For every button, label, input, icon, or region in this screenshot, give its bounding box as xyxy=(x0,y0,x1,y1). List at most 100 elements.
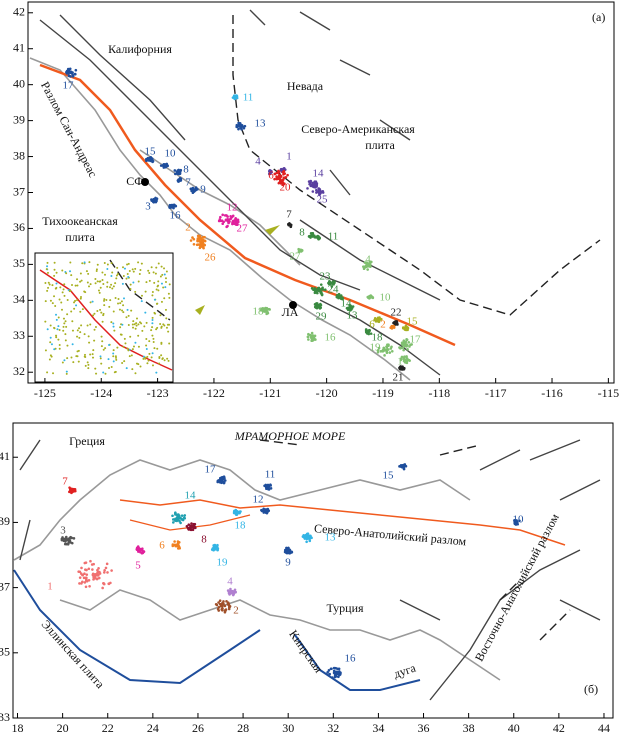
inset-dot xyxy=(151,322,154,325)
x-tick-label: -124 xyxy=(90,386,112,400)
inset-dot xyxy=(128,269,131,272)
event-dot xyxy=(390,325,393,329)
inset-dot xyxy=(131,323,134,326)
event-dot xyxy=(390,349,394,353)
inset-dot xyxy=(142,357,145,360)
inset-dot xyxy=(146,355,149,358)
event-dot xyxy=(70,487,73,491)
event-dot xyxy=(403,355,406,358)
event-dot xyxy=(68,486,71,489)
inset-dot xyxy=(148,352,151,355)
inset-dot xyxy=(134,341,137,344)
event-dot xyxy=(65,538,68,541)
cluster-label: 13 xyxy=(325,532,337,544)
cluster-label: 11 xyxy=(265,469,276,481)
cluster-label: 9 xyxy=(200,184,206,196)
inset-dot xyxy=(108,367,111,370)
inset-dot xyxy=(139,365,142,368)
event-dot xyxy=(237,127,240,131)
inset-dot xyxy=(165,270,168,273)
inset-dot xyxy=(92,314,95,317)
x-tick-label: 20 xyxy=(57,721,69,735)
inset-dot xyxy=(168,296,171,299)
event-dot xyxy=(103,568,106,572)
inset-dot xyxy=(71,283,74,286)
inset-dot xyxy=(66,357,69,360)
event-dot xyxy=(311,231,314,235)
event-dot xyxy=(68,67,72,71)
inset-dot xyxy=(83,290,86,293)
inset-dot xyxy=(66,313,69,316)
inset-dot xyxy=(131,348,134,351)
event-dot xyxy=(401,326,405,329)
cluster-label: 21 xyxy=(393,372,404,384)
inset-dot xyxy=(52,372,55,375)
inset-dot xyxy=(49,324,52,327)
inset-dot xyxy=(93,339,96,342)
event-dot xyxy=(366,263,370,266)
event-dot xyxy=(66,67,70,71)
inset-dot xyxy=(74,284,77,287)
inset-dot xyxy=(87,335,90,338)
inset-dot xyxy=(81,308,84,311)
inset-dot xyxy=(106,285,109,288)
cluster-label: 17 xyxy=(63,80,75,92)
inset-dot xyxy=(112,322,115,325)
y-tick-label: 39 xyxy=(0,514,10,528)
inset-dot xyxy=(155,328,158,331)
inset-dot xyxy=(160,325,163,328)
event-dot xyxy=(265,487,268,491)
event-dot xyxy=(80,582,83,585)
inset-dot xyxy=(97,289,100,292)
inset-dot xyxy=(46,261,49,264)
place-name: Греция xyxy=(69,434,105,448)
inset-dot xyxy=(148,272,151,275)
event-dot xyxy=(220,604,223,608)
event-dot xyxy=(267,488,271,491)
y-tick-label: 34 xyxy=(13,292,25,306)
event-dot xyxy=(231,589,234,593)
inset-dot xyxy=(81,262,84,265)
inset-dot xyxy=(66,299,69,302)
event-dot xyxy=(219,219,222,223)
event-dot xyxy=(97,576,101,580)
place-name: Разлом Сан-Андреас xyxy=(38,79,100,179)
event-dot xyxy=(328,672,331,676)
event-dot xyxy=(366,295,370,299)
event-dot xyxy=(317,236,321,239)
inset-dot xyxy=(86,324,89,327)
inset-dot xyxy=(165,326,168,329)
inset-dot xyxy=(153,281,156,284)
inset-dot xyxy=(103,298,106,301)
inset-dot xyxy=(101,271,104,274)
event-dot xyxy=(96,571,99,575)
inset-dot xyxy=(55,282,58,285)
cluster-label: 14 xyxy=(341,298,353,310)
inset-dot xyxy=(57,325,60,328)
inset-dot xyxy=(134,267,137,270)
event-dot xyxy=(327,669,331,672)
event-dot xyxy=(219,215,222,219)
inset-dot xyxy=(99,286,102,289)
inset-dot xyxy=(92,349,95,352)
place-name: СФ xyxy=(126,174,143,188)
event-dot xyxy=(370,260,373,264)
event-dot xyxy=(101,586,104,590)
event-dot xyxy=(383,349,386,352)
inset-dot xyxy=(157,289,160,292)
inset-dot xyxy=(141,329,144,332)
inset-dot xyxy=(117,302,120,305)
x-tick-label: -120 xyxy=(316,386,338,400)
inset-dot xyxy=(152,271,155,274)
event-dot xyxy=(201,245,205,249)
event-dot xyxy=(220,602,224,606)
cluster-label: 7 xyxy=(62,476,68,488)
event-dot xyxy=(78,582,81,585)
y-tick-label: 33 xyxy=(0,710,10,724)
x-tick-label: 22 xyxy=(102,721,114,735)
inset-dot xyxy=(87,363,90,366)
event-dot xyxy=(171,514,174,518)
event-dot xyxy=(311,234,315,237)
inset-dot xyxy=(132,345,135,348)
